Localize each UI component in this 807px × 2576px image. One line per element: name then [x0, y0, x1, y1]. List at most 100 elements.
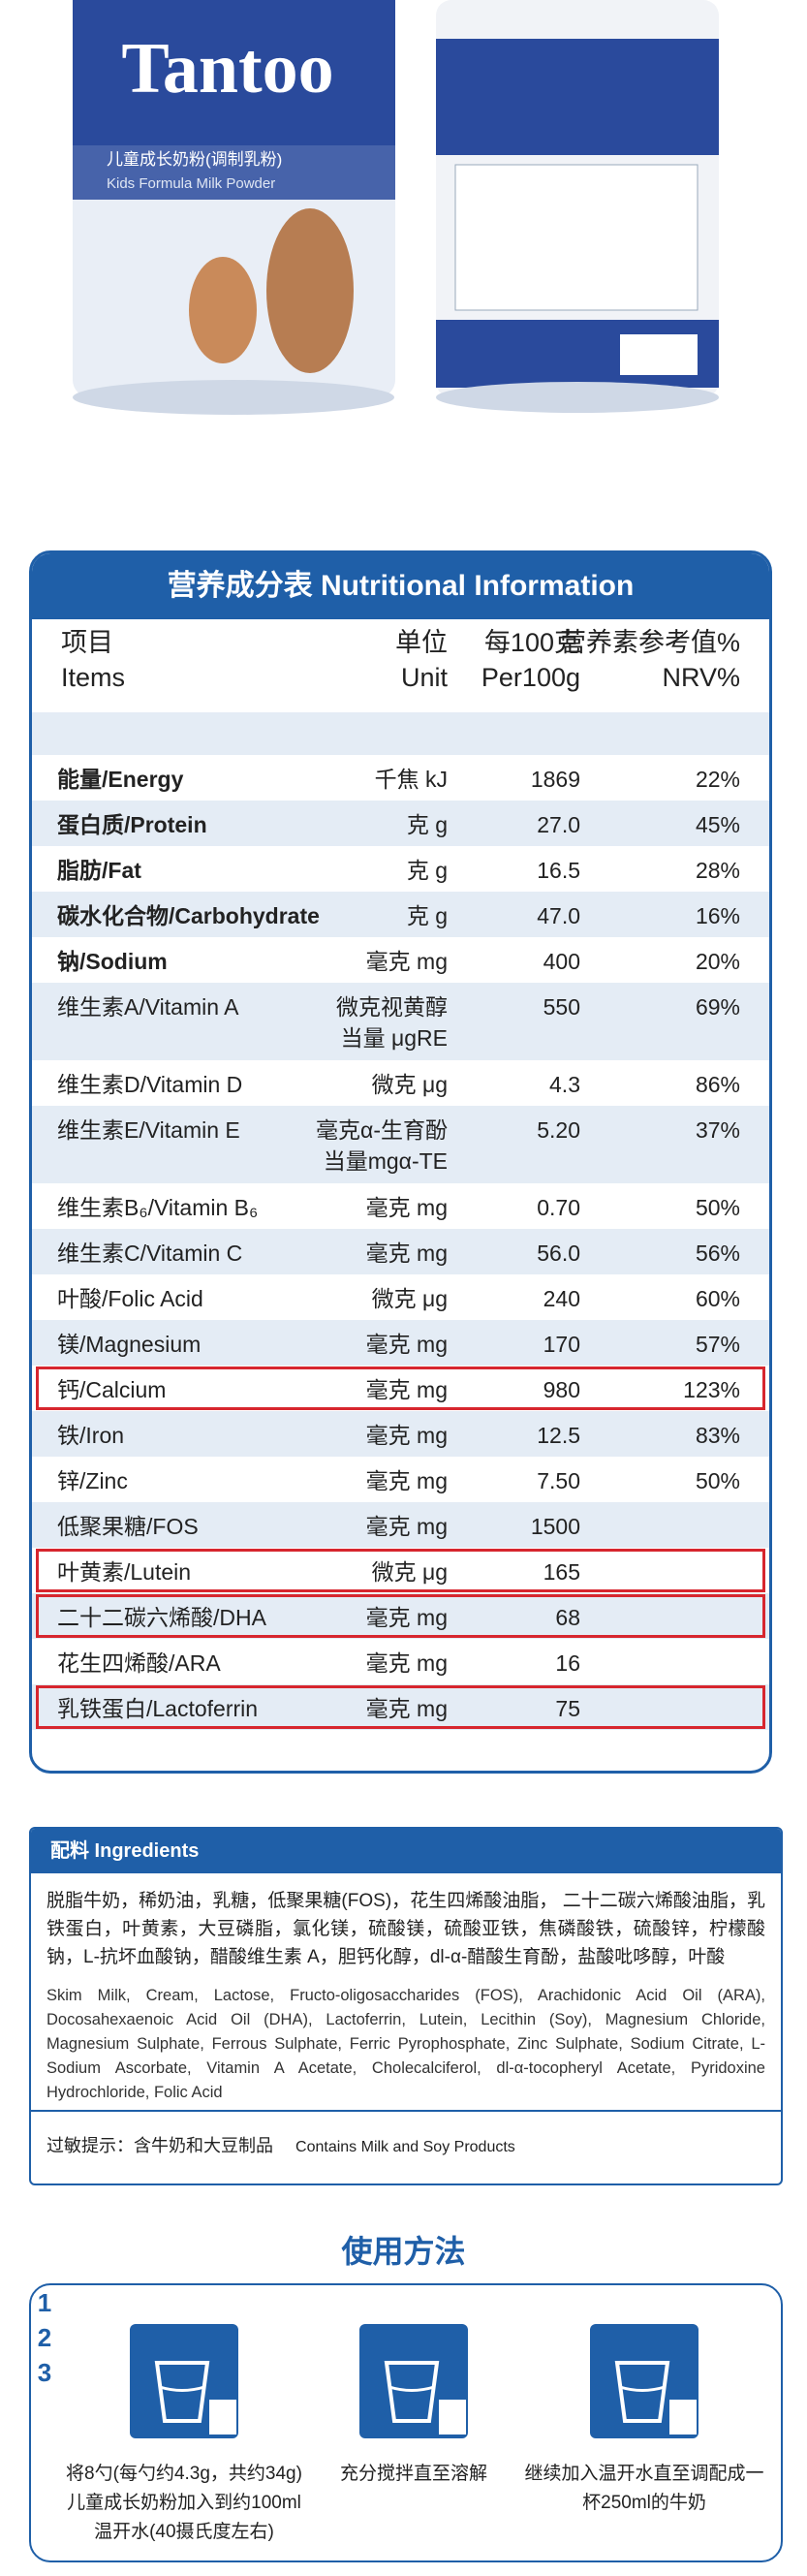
- ingredients-title: 配料 Ingredients: [31, 1829, 781, 1873]
- water: [619, 2385, 666, 2392]
- value-cell: 16%: [695, 902, 740, 928]
- value-cell: 20%: [695, 948, 740, 974]
- cup: [614, 2361, 670, 2423]
- value-cell: 5.20: [537, 1117, 580, 1143]
- num-bg: [669, 2400, 697, 2435]
- allergy-cn: 过敏提示：含牛奶和大豆制品: [47, 2136, 273, 2155]
- nutrition-table: 营养成分表 Nutritional Information 项目 Items 单…: [29, 550, 772, 1774]
- value-cell: 45%: [695, 811, 740, 837]
- item-cell: 维生素B₆/Vitamin B₆: [57, 1194, 259, 1220]
- value-cell: 50%: [695, 1194, 740, 1220]
- step-icon: [359, 2324, 468, 2438]
- ingredients-cn: 脱脂牛奶，稀奶油，乳糖，低聚果糖(FOS)，花生四烯酸油脂， 二十二碳六烯酸油脂…: [47, 1891, 765, 1967]
- table-row: 维生素E/Vitamin E 毫克α-生育酚 当量mgα-TE 5.20 37%: [32, 1106, 769, 1183]
- header-item: 项目 Items: [61, 628, 126, 692]
- table-row: 钙/Calcium 毫克 mg 980 123%: [32, 1366, 769, 1411]
- table-row: 维生素C/Vitamin C 毫克 mg 56.0 56%: [32, 1229, 769, 1274]
- table-row: 花生四烯酸/ARA 毫克 mg 16: [32, 1639, 769, 1684]
- barcode: [620, 334, 698, 375]
- water: [388, 2385, 435, 2392]
- table-row: 维生素B₆/Vitamin B₆ 毫克 mg 0.70 50%: [32, 1183, 769, 1229]
- item-cell: 能量/Energy: [57, 766, 184, 792]
- value-cell: 28%: [695, 857, 740, 883]
- value-cell: 毫克α-生育酚 当量mgα-TE: [316, 1117, 448, 1174]
- highlight-box: [36, 1594, 765, 1638]
- back-can-band: [436, 39, 719, 155]
- header-unit: 单位 Unit: [395, 628, 448, 692]
- value-cell: 980: [543, 1376, 580, 1402]
- num-bg: [209, 2400, 236, 2435]
- value-cell: 毫克 mg: [365, 1331, 448, 1357]
- value-cell: 微克视黄醇 当量 μgRE: [336, 994, 448, 1051]
- value-cell: 75: [555, 1695, 580, 1721]
- item-cell: 镁/Magnesium: [57, 1331, 202, 1357]
- table-row: 维生素A/Vitamin A 微克视黄醇 当量 μgRE 550 69%: [32, 983, 769, 1060]
- value-cell: 毫克 mg: [365, 1467, 448, 1493]
- product-images: Tantoo 儿童成长奶粉(调制乳粉) Kids Formula Milk Po…: [73, 0, 719, 415]
- item-cell: 维生素C/Vitamin C: [57, 1240, 243, 1266]
- value-cell: 4.3: [549, 1071, 580, 1097]
- value-cell: 毫克 mg: [365, 948, 448, 974]
- item-cell: 蛋白质/Protein: [57, 811, 207, 837]
- ingredients-en: Skim Milk, Cream, Lactose, Fructo-oligos…: [47, 1987, 765, 2101]
- value-cell: 微克 μg: [371, 1558, 448, 1585]
- allergy-en: Contains Milk and Soy Products: [295, 2139, 515, 2155]
- front-can-base: [73, 380, 394, 415]
- table-row: 乳铁蛋白/Lactoferrin 毫克 mg 75: [32, 1684, 769, 1730]
- value-cell: 16.5: [537, 857, 580, 883]
- table-row: 低聚果糖/FOS 毫克 mg 1500: [32, 1502, 769, 1548]
- item-cell: 叶黄素/Lutein: [57, 1558, 192, 1585]
- highlight-box: [36, 1685, 765, 1729]
- table-row: 能量/Energy 千焦 kJ 1869 22%: [32, 755, 769, 801]
- value-cell: 16: [555, 1649, 580, 1676]
- highlight-box: [36, 1367, 765, 1410]
- highlight-box: [36, 1549, 765, 1592]
- value-cell: 83%: [695, 1422, 740, 1448]
- item-cell: 维生素A/Vitamin A: [57, 994, 239, 1020]
- value-cell: 550: [543, 994, 580, 1020]
- value-cell: 165: [543, 1558, 580, 1585]
- value-cell: 微克 μg: [371, 1285, 448, 1311]
- front-can-band: [73, 0, 395, 145]
- value-cell: 56%: [695, 1240, 740, 1266]
- header-per100g: 每100克 Per100g: [481, 628, 580, 692]
- usage-box: 1 将8勺(每勺约4.3g，共约34g)儿童成长奶粉加入到约100ml温开水(40…: [29, 2283, 783, 2562]
- value-cell: 毫克 mg: [365, 1376, 448, 1402]
- cup: [384, 2361, 440, 2423]
- item-cell: 维生素D/Vitamin D: [57, 1071, 243, 1097]
- value-cell: 毫克 mg: [365, 1194, 448, 1220]
- item-cell: 叶酸/Folic Acid: [57, 1285, 203, 1311]
- item-cell: 钙/Calcium: [57, 1376, 167, 1402]
- header-nrv: 营养素参考值% NRV%: [559, 628, 740, 692]
- allergy: 过敏提示：含牛奶和大豆制品 Contains Milk and Soy Prod…: [47, 2132, 515, 2157]
- table-row: 叶酸/Folic Acid 微克 μg 240 60%: [32, 1274, 769, 1320]
- value-cell: 12.5: [537, 1422, 580, 1448]
- value-cell: 86%: [695, 1071, 740, 1097]
- item-cell: 碳水化合物/Carbohydrate: [57, 902, 320, 928]
- water: [159, 2385, 205, 2392]
- value-cell: 240: [543, 1285, 580, 1311]
- table-row: 钠/Sodium 毫克 mg 400 20%: [32, 937, 769, 983]
- brand: Tantoo: [121, 29, 333, 109]
- divider: [31, 2110, 781, 2112]
- step-number: 1: [37, 2288, 52, 2317]
- table-row: 铁/Iron 毫克 mg 12.5 83%: [32, 1411, 769, 1457]
- value-cell: 1869: [530, 766, 580, 792]
- value-cell: 毫克 mg: [365, 1695, 448, 1721]
- value-cell: 毫克 mg: [365, 1604, 448, 1630]
- nutrition-title: 营养成分表 Nutritional Information: [32, 553, 769, 619]
- value-cell: 37%: [695, 1117, 740, 1143]
- value-cell: 22%: [695, 766, 740, 792]
- item-cell: 铁/Iron: [57, 1422, 125, 1448]
- value-cell: 57%: [695, 1331, 740, 1357]
- num-bg: [439, 2400, 466, 2435]
- usage-title: 使用方法: [341, 2234, 466, 2269]
- value-cell: 克 g: [406, 857, 448, 883]
- value-cell: 毫克 mg: [365, 1240, 448, 1266]
- value-cell: 60%: [695, 1285, 740, 1311]
- kangaroo: [266, 208, 354, 373]
- value-cell: 56.0: [537, 1240, 580, 1266]
- table-row: 脂肪/Fat 克 g 16.5 28%: [32, 846, 769, 892]
- value-cell: 7.50: [537, 1467, 580, 1493]
